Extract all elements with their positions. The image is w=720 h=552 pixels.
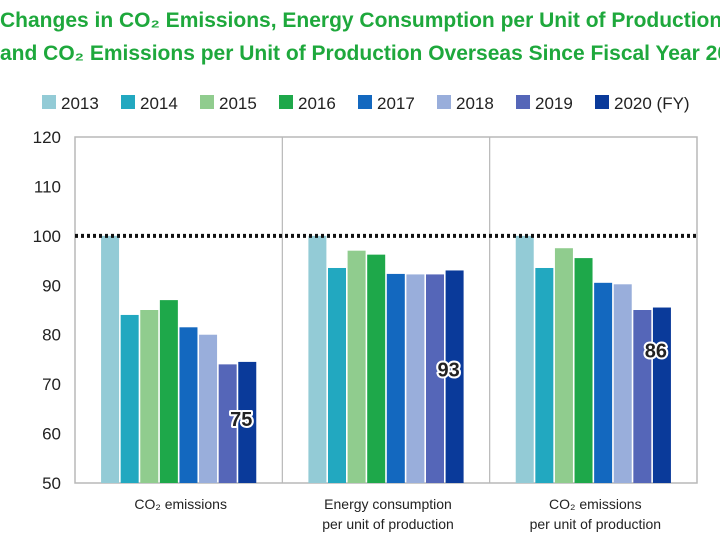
category-label: per unit of production bbox=[322, 516, 454, 532]
bar bbox=[574, 258, 593, 483]
legend-swatch bbox=[437, 95, 451, 109]
y-tick-label: 70 bbox=[42, 375, 61, 394]
legend-label: 2013 bbox=[61, 94, 99, 113]
legend-label: 2020 (FY) bbox=[614, 94, 690, 113]
bar bbox=[535, 267, 554, 483]
bar bbox=[652, 307, 671, 483]
bar bbox=[347, 250, 366, 483]
category-label: Energy consumption bbox=[324, 496, 452, 512]
category-label: per unit of production bbox=[530, 516, 662, 532]
y-tick-label: 110 bbox=[34, 177, 61, 196]
y-tick-label: 120 bbox=[33, 128, 61, 147]
legend-swatch bbox=[595, 95, 609, 109]
legend-swatch bbox=[358, 95, 372, 109]
legend-swatch bbox=[516, 95, 530, 109]
bar bbox=[218, 364, 237, 483]
chart-title-line-2: and CO₂ Emissions per Unit of Production… bbox=[0, 42, 720, 65]
legend-label: 2018 bbox=[456, 94, 494, 113]
bar bbox=[238, 361, 257, 483]
legend-swatch bbox=[200, 95, 214, 109]
y-tick-label: 50 bbox=[42, 474, 61, 493]
bar bbox=[101, 235, 120, 483]
bar bbox=[367, 254, 386, 483]
y-tick-label: 60 bbox=[42, 425, 61, 444]
bar bbox=[120, 314, 139, 483]
bar bbox=[199, 334, 218, 483]
legend-label: 2014 bbox=[140, 94, 178, 113]
bar bbox=[515, 235, 534, 483]
bar bbox=[445, 270, 464, 483]
data-label: 86 bbox=[645, 341, 667, 363]
bar bbox=[633, 310, 652, 483]
bar bbox=[554, 248, 573, 483]
data-label: 75 bbox=[230, 409, 252, 431]
bar bbox=[140, 310, 159, 483]
category-label: CO₂ emissions bbox=[134, 496, 227, 512]
legend-swatch bbox=[121, 95, 135, 109]
bar bbox=[386, 273, 405, 483]
y-tick-label: 100 bbox=[33, 227, 61, 246]
plot-frame bbox=[74, 136, 698, 484]
bar bbox=[159, 300, 178, 483]
y-tick-label: 90 bbox=[42, 276, 61, 295]
bar bbox=[308, 235, 327, 483]
bar bbox=[594, 282, 613, 483]
category-label: CO₂ emissions bbox=[549, 496, 642, 512]
data-label: 93 bbox=[437, 359, 459, 381]
bar bbox=[426, 274, 444, 483]
legend-label: 2015 bbox=[219, 94, 257, 113]
legend-swatch bbox=[42, 95, 56, 109]
y-tick-label: 80 bbox=[42, 326, 61, 345]
legend-swatch bbox=[279, 95, 293, 109]
legend-label: 2019 bbox=[535, 94, 573, 113]
bar bbox=[328, 267, 346, 483]
bar bbox=[613, 284, 632, 483]
bar bbox=[179, 327, 198, 483]
bar bbox=[406, 274, 425, 483]
legend-label: 2016 bbox=[298, 94, 336, 113]
legend-label: 2017 bbox=[377, 94, 415, 113]
chart-title-line-1: Changes in CO₂ Emissions, Energy Consump… bbox=[0, 9, 720, 32]
